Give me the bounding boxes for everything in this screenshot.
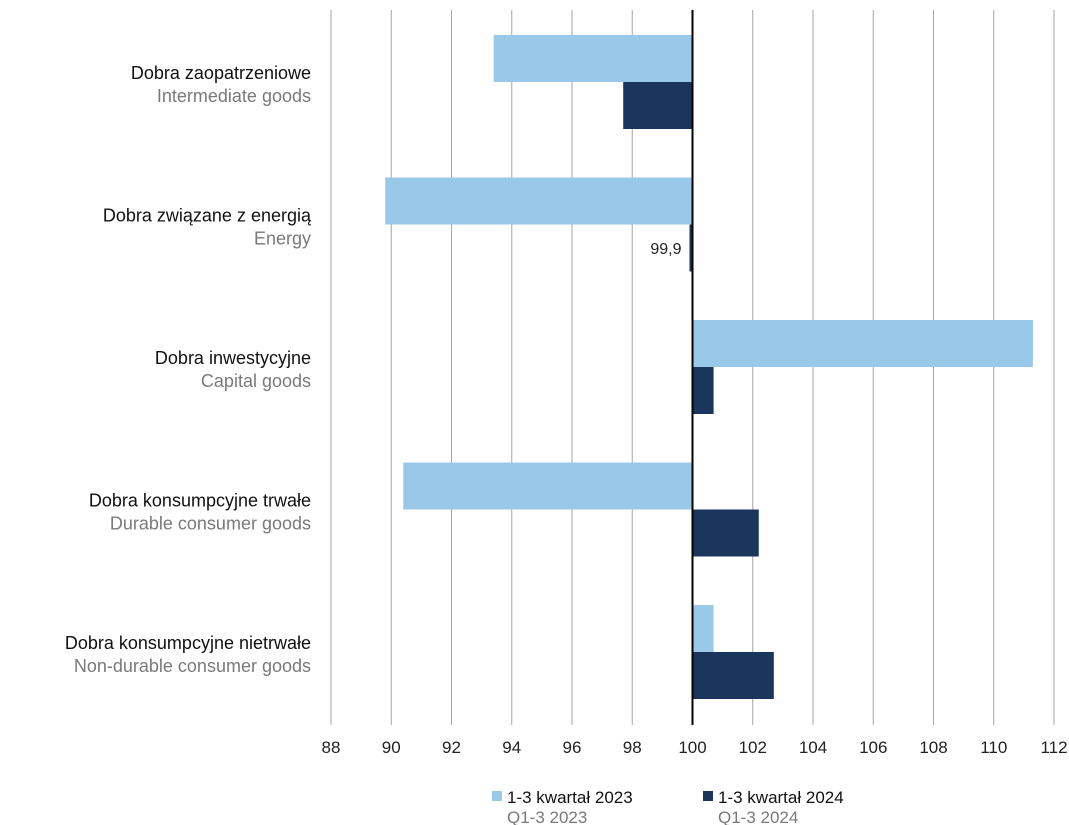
x-tick-label: 104 — [799, 738, 827, 757]
category-label-en: Capital goods — [201, 371, 311, 391]
legend-label-pl: 1-3 kwartał 2023 — [507, 788, 633, 807]
bar-2024 — [692, 509, 759, 557]
x-tick-label: 94 — [502, 738, 521, 757]
category-label-pl: Dobra zaopatrzeniowe — [131, 63, 311, 83]
x-tick-label: 108 — [919, 738, 947, 757]
x-tick-label: 90 — [382, 738, 401, 757]
legend-label-en: Q1-3 2024 — [718, 808, 798, 825]
legend-label-pl: 1-3 kwartał 2024 — [718, 788, 844, 807]
x-tick-label: 92 — [442, 738, 461, 757]
bar-2023 — [385, 177, 693, 225]
category-label-pl: Dobra związane z energią — [103, 206, 312, 226]
category-label-pl: Dobra konsumpcyjne trwałe — [89, 491, 311, 511]
bar-2024 — [692, 367, 714, 414]
legend-swatch — [703, 791, 713, 801]
bar-2023 — [692, 320, 1033, 367]
x-tick-label: 88 — [322, 738, 341, 757]
bar-2024 — [623, 82, 693, 129]
x-tick-label: 100 — [678, 738, 706, 757]
category-label-en: Durable consumer goods — [110, 514, 311, 534]
category-label-en: Intermediate goods — [157, 86, 311, 106]
bar-2023 — [493, 35, 693, 82]
bar-2023 — [692, 605, 714, 652]
x-tick-label: 102 — [739, 738, 767, 757]
category-label-pl: Dobra konsumpcyjne nietrwałe — [65, 633, 311, 653]
category-label-en: Energy — [254, 229, 311, 249]
x-tick-label: 110 — [980, 738, 1007, 757]
x-tick-label: 112 — [1040, 738, 1067, 757]
x-tick-label: 98 — [623, 738, 642, 757]
data-label: 99,9 — [650, 241, 681, 258]
x-tick-label: 106 — [859, 738, 887, 757]
legend-swatch — [492, 791, 502, 801]
x-tick-label: 96 — [563, 738, 582, 757]
bar-2024 — [689, 224, 693, 272]
category-label-pl: Dobra inwestycyjne — [155, 348, 311, 368]
legend-label-en: Q1-3 2023 — [507, 808, 587, 825]
bar-2024 — [692, 652, 774, 699]
category-label-en: Non-durable consumer goods — [74, 656, 311, 676]
bar-2023 — [403, 462, 693, 510]
